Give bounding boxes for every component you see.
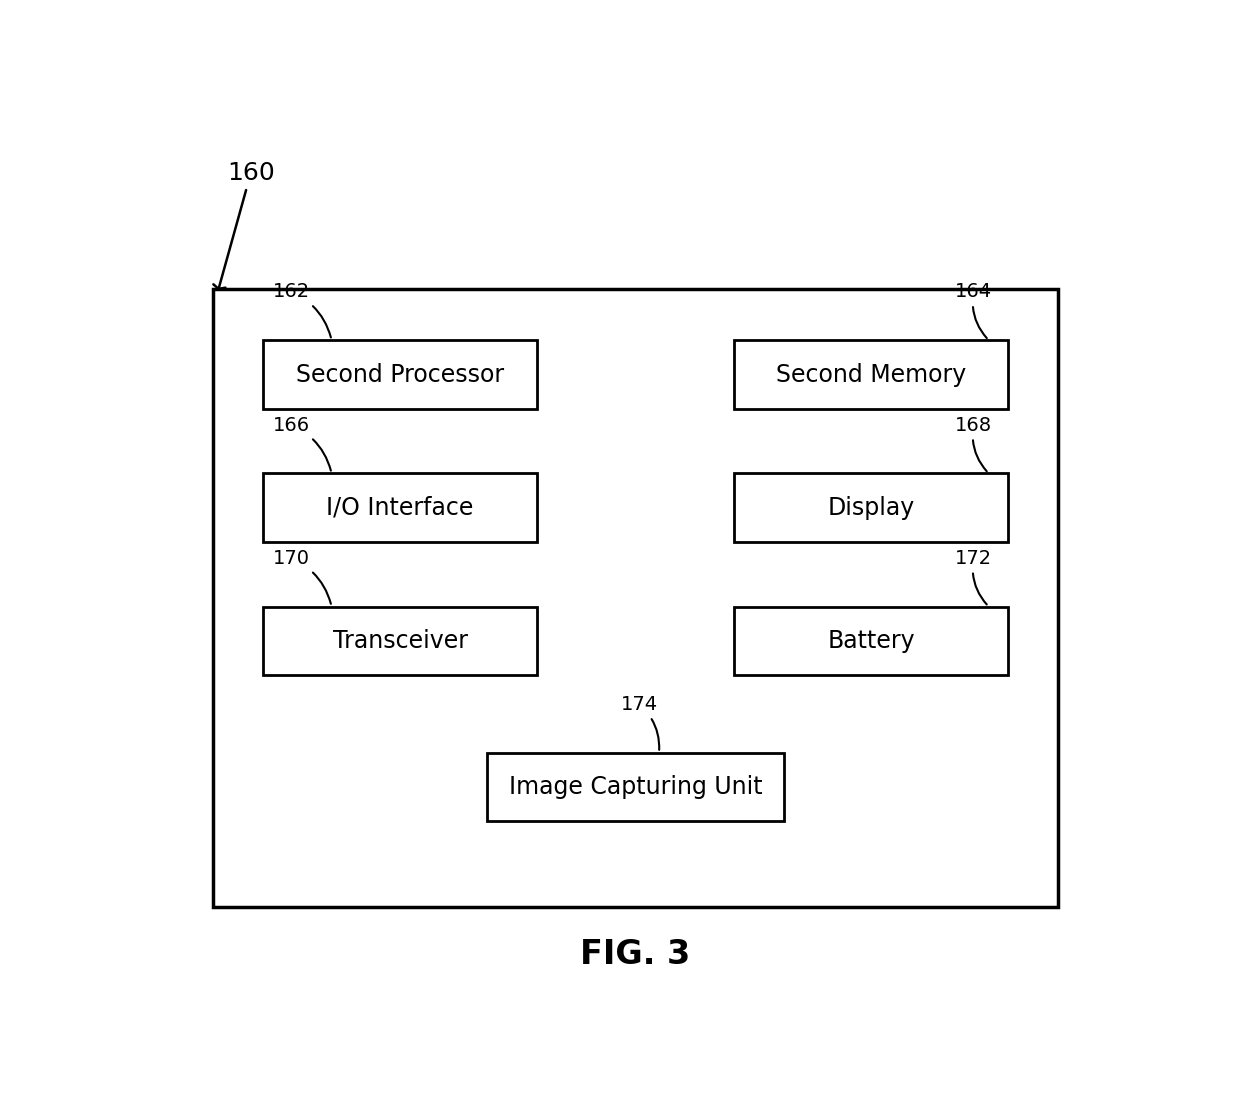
- Bar: [734, 340, 1008, 408]
- Bar: [734, 473, 1008, 542]
- Text: 162: 162: [273, 282, 331, 337]
- Text: Display: Display: [827, 496, 915, 520]
- Text: 166: 166: [273, 415, 331, 471]
- Text: 160: 160: [213, 161, 275, 289]
- Text: Battery: Battery: [827, 629, 915, 653]
- Bar: [213, 289, 1058, 907]
- Text: Second Memory: Second Memory: [776, 363, 966, 386]
- Text: Transceiver: Transceiver: [332, 629, 467, 653]
- Text: I/O Interface: I/O Interface: [326, 496, 474, 520]
- Text: Image Capturing Unit: Image Capturing Unit: [508, 775, 763, 799]
- Bar: [263, 340, 537, 408]
- Text: Second Processor: Second Processor: [296, 363, 505, 386]
- Text: 164: 164: [955, 282, 992, 338]
- Bar: [486, 752, 785, 821]
- Bar: [263, 473, 537, 542]
- Bar: [734, 607, 1008, 675]
- Text: 172: 172: [955, 549, 992, 605]
- Text: 168: 168: [955, 415, 992, 471]
- Text: 174: 174: [620, 695, 660, 750]
- Text: FIG. 3: FIG. 3: [580, 939, 691, 971]
- Text: 170: 170: [273, 549, 331, 604]
- Bar: [263, 607, 537, 675]
